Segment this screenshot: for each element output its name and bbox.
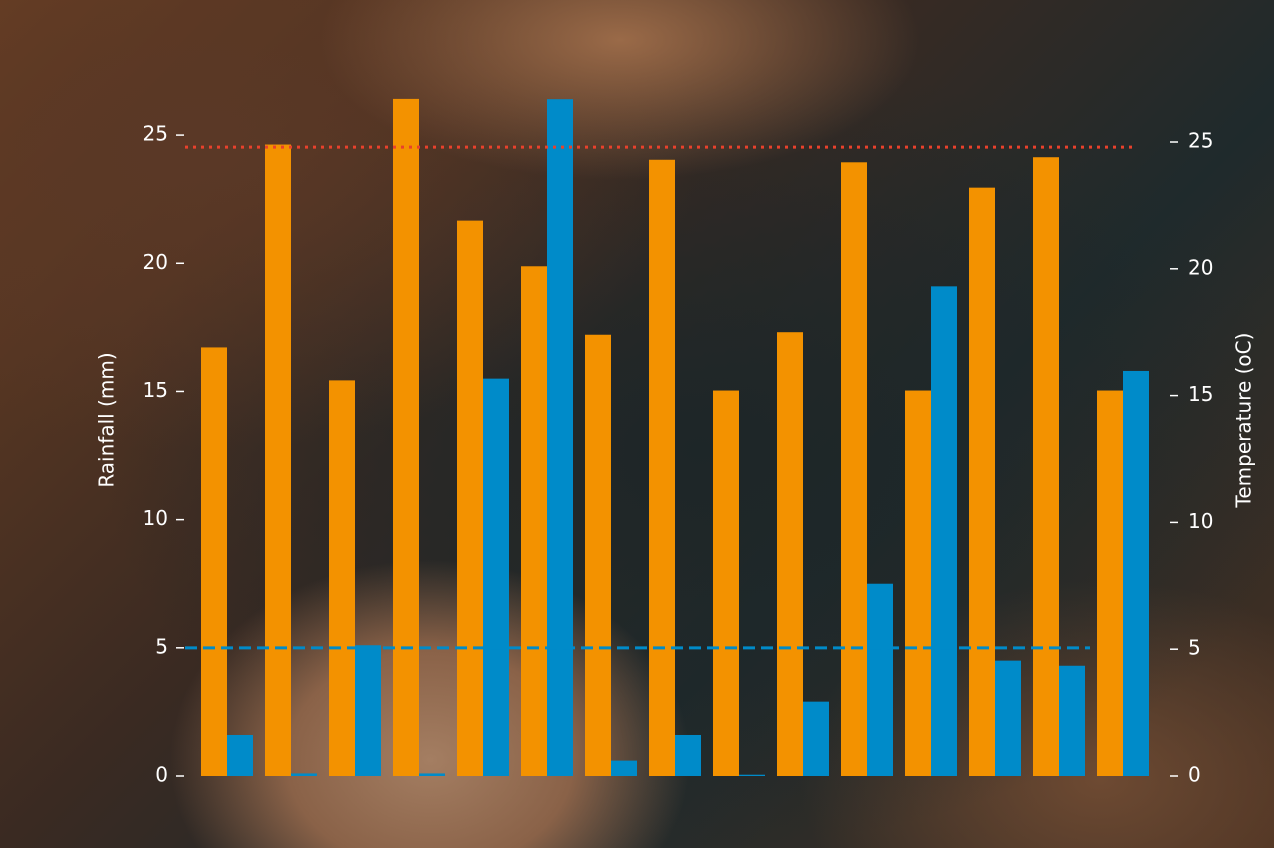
bar	[931, 286, 957, 776]
y2-tick-label: 5	[1188, 636, 1201, 660]
bar	[1123, 370, 1149, 776]
bar	[1033, 157, 1059, 776]
y-tick-label: 0	[155, 763, 168, 787]
bar	[227, 734, 253, 776]
y-tick-label: 20	[143, 250, 168, 274]
bar	[291, 773, 317, 776]
bar	[457, 220, 483, 776]
bar	[841, 162, 867, 776]
bar	[483, 378, 509, 776]
y2-tick-label: 10	[1188, 509, 1213, 533]
bar	[329, 380, 355, 776]
bar	[355, 645, 381, 776]
bar	[201, 347, 227, 776]
y-tick-label: 10	[143, 506, 168, 530]
y-tick-label: 5	[155, 634, 168, 658]
bar	[803, 701, 829, 776]
bar	[867, 583, 893, 776]
bar	[713, 390, 739, 776]
bar	[995, 660, 1021, 776]
y2-tick-label: 25	[1188, 129, 1213, 153]
bar	[1097, 390, 1123, 776]
bar	[969, 187, 995, 777]
bar	[675, 734, 701, 776]
bar	[905, 390, 931, 776]
y2-tick-label: 15	[1188, 382, 1213, 406]
bar	[1059, 665, 1085, 776]
bar	[393, 98, 419, 776]
y2-tick-label: 20	[1188, 255, 1213, 279]
bar	[611, 760, 637, 776]
bar	[547, 99, 573, 776]
bar	[649, 159, 675, 777]
y-axis-label: Rainfall (mm)	[95, 352, 119, 487]
bar	[585, 334, 611, 776]
y2-tick-label: 0	[1188, 763, 1201, 787]
y2-axis-label: Temperature (oC)	[1232, 333, 1256, 509]
y-tick-label: 15	[143, 378, 168, 402]
bar	[265, 144, 291, 777]
bar	[419, 773, 445, 776]
bar	[521, 266, 547, 776]
bar	[739, 774, 765, 776]
y-tick-label: 25	[143, 122, 168, 146]
bar	[777, 332, 803, 776]
